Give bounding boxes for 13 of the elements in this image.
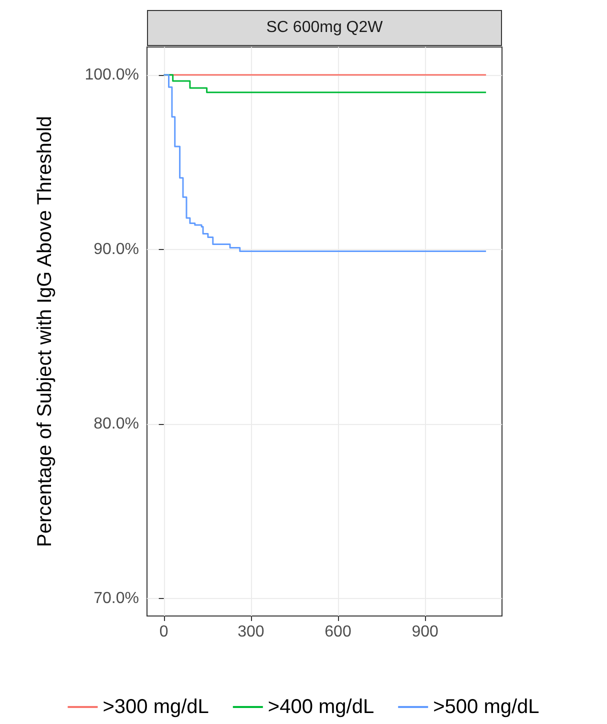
x-tick-label: 0	[159, 624, 168, 640]
y-tick-label: 100.0%	[84, 66, 139, 84]
legend-label: >300 mg/dL	[102, 696, 209, 718]
y-tick-label: 80.0%	[94, 416, 139, 433]
legend-label: >400 mg/dL	[268, 696, 374, 718]
y-axis-title: Percentage of Subject with IgG Above Threshold	[34, 116, 56, 548]
y-tick-label: 90.0%	[94, 240, 139, 258]
x-tick-label: 900	[412, 624, 439, 640]
legend-label: >500 mg/dL	[433, 696, 540, 718]
x-tick-label: 300	[238, 624, 264, 640]
x-tick-label: 600	[324, 624, 352, 640]
chart-title: SC 600mg Q2W	[147, 10, 502, 46]
y-tick-label: 70.0%	[94, 590, 139, 608]
